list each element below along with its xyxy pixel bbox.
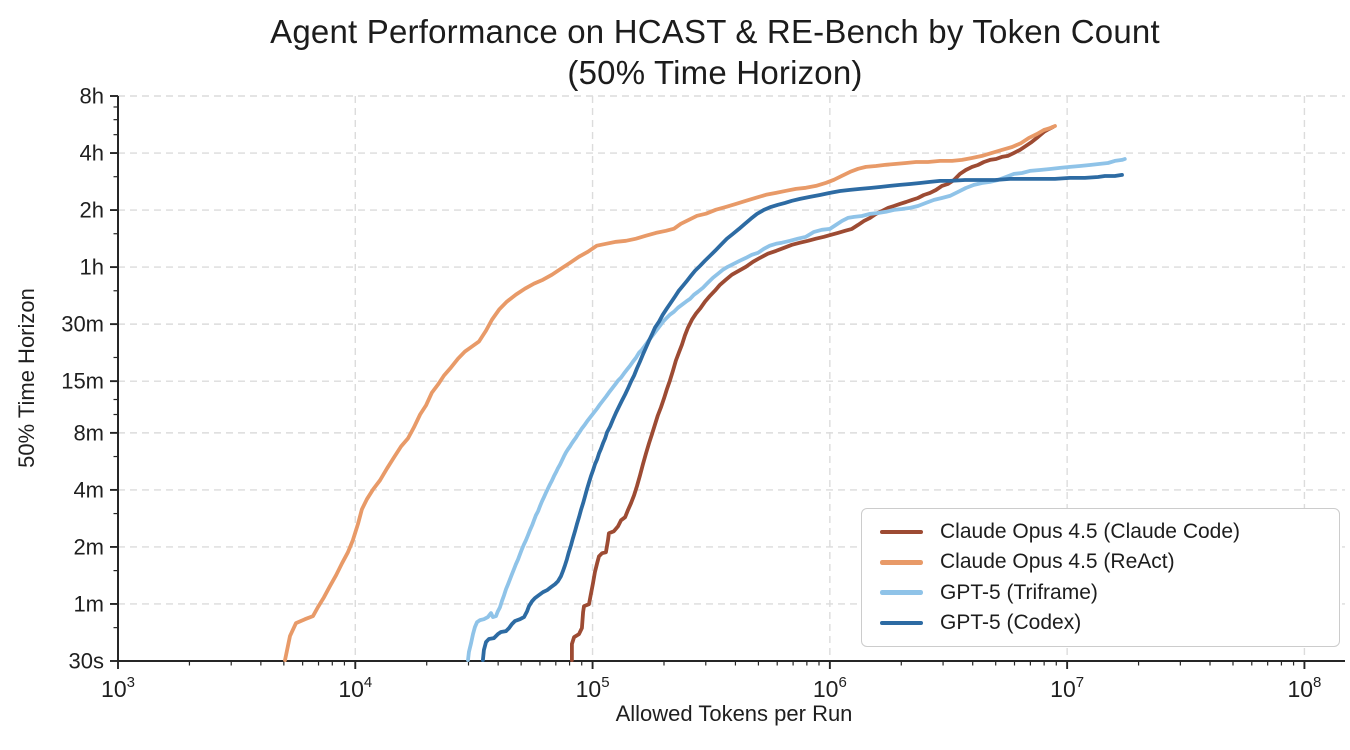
x-tick-label: 108 [1287, 674, 1321, 702]
legend-line-swatch [880, 529, 923, 535]
x-tick-label: 105 [576, 674, 610, 702]
series-line-4 [481, 173, 1124, 662]
legend-item: GPT-5 (Triframe) [880, 581, 1321, 605]
legend-item: Claude Opus 4.5 (Claude Code) [880, 520, 1321, 544]
y-axis-label: 50% Time Horizon [14, 288, 39, 468]
legend-item-label: Claude Opus 4.5 (ReAct) [940, 550, 1175, 574]
data-series [283, 124, 1127, 662]
legend-line-swatch [880, 560, 923, 565]
series-line-3 [466, 157, 1127, 662]
x-tick-label: 107 [1050, 674, 1084, 702]
legend-item: GPT-5 (Codex) [880, 611, 1321, 635]
y-tick-label: 1m [73, 591, 104, 616]
x-axis-label: Allowed Tokens per Run [615, 701, 853, 726]
legend-item-label: Claude Opus 4.5 (Claude Code) [940, 520, 1241, 544]
chart-title: Agent Performance on HCAST & RE-Bench by… [270, 13, 1160, 50]
series-line-2 [283, 124, 1057, 662]
y-tick-label: 30s [69, 648, 104, 673]
y-tick-label: 2m [73, 534, 104, 559]
tick-labels: 103 104 105 106 107 108 30s 1m 2m 4m 8m 15m 30m 1h 2h 4… [61, 84, 1321, 702]
legend-item: Claude Opus 4.5 (ReAct) [880, 550, 1321, 574]
y-tick-label: 4h [80, 141, 104, 166]
axes-spines [117, 96, 1345, 662]
y-tick-label: 8h [80, 84, 104, 109]
y-tick-label: 8m [73, 420, 104, 445]
legend-line-swatch [880, 590, 923, 595]
y-tick-label: 1h [80, 255, 104, 280]
y-tick-label: 2h [80, 198, 104, 223]
y-tick-label: 15m [61, 369, 104, 394]
y-tick-label: 4m [73, 477, 104, 502]
y-tick-label: 30m [61, 312, 104, 337]
series-line-1 [570, 125, 1055, 662]
legend: Claude Opus 4.5 (Claude Code) Claude Opus… [861, 508, 1340, 647]
legend-item-label: GPT-5 (Codex) [940, 610, 1082, 634]
chart-subtitle: (50% Time Horizon) [567, 54, 863, 91]
x-tick-label: 104 [338, 674, 372, 702]
x-tick-label: 103 [101, 674, 135, 702]
legend-item-label: GPT-5 (Triframe) [940, 580, 1098, 604]
x-tick-label: 106 [813, 674, 847, 702]
axis-ticks [110, 95, 1306, 669]
legend-line-swatch [880, 620, 923, 626]
